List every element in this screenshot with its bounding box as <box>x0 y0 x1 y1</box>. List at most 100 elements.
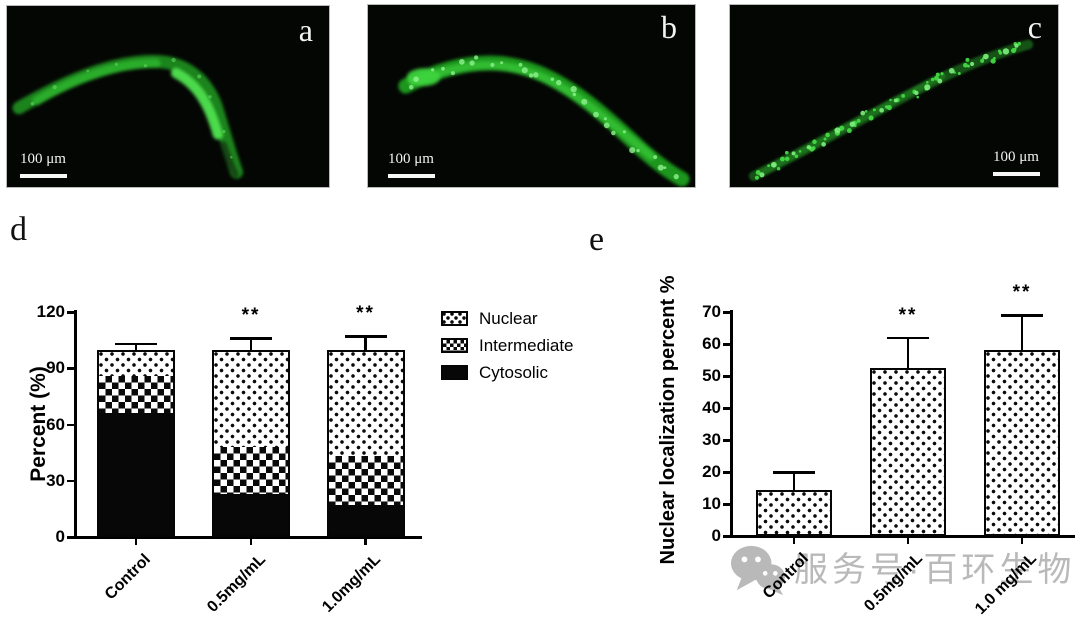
scale-bar: 100 μm <box>20 152 67 178</box>
fluorescence-punctum <box>983 53 989 60</box>
bar-segment-dots <box>984 350 1060 536</box>
y-tick-mark <box>723 375 731 378</box>
fluorescence-punctum <box>940 72 944 76</box>
fluorescence-punctum <box>993 56 996 60</box>
significance-marker: ** <box>1012 282 1032 304</box>
scale-bar-label: 100 μm <box>993 149 1039 165</box>
legend-label: Intermediate <box>479 336 574 355</box>
micrograph-panel-a: a 100 μm <box>6 5 330 188</box>
legend-item: Nuclear <box>441 310 574 327</box>
y-tick-label: 70 <box>702 302 721 321</box>
legend-swatch-dots <box>441 311 468 326</box>
error-bar-cap <box>230 337 272 340</box>
fluorescence-punctum <box>872 108 876 112</box>
fluorescence-punctum <box>653 155 658 160</box>
legend-label: Nuclear <box>479 309 538 328</box>
fluorescence-punctum <box>572 92 577 97</box>
significance-marker: ** <box>356 303 375 325</box>
fluorescence-punctum <box>825 132 830 138</box>
fluorescence-punctum <box>1002 48 1010 55</box>
y-tick-mark <box>723 407 731 410</box>
bar-segment-dots <box>326 349 405 457</box>
y-tick-label: 20 <box>702 462 721 481</box>
fluorescence-punctum <box>663 166 667 170</box>
y-tick-mark <box>723 503 731 506</box>
fluorescence-punctum <box>755 170 761 175</box>
y-tick-label: 30 <box>702 430 721 449</box>
fluorescence-punctum <box>550 77 555 82</box>
error-bar-cap <box>773 471 815 474</box>
panel-label-d: d <box>10 211 27 248</box>
y-tick-label: 90 <box>46 358 65 378</box>
x-category-label: Control <box>101 551 155 604</box>
legend-item: Intermediate <box>441 337 574 354</box>
fluorescence-punctum <box>776 166 781 171</box>
fluorescence-punctum <box>924 84 931 91</box>
fluorescence-punctum <box>997 49 1002 53</box>
fluorescence-punctum <box>798 150 802 153</box>
fluorescence-punctum <box>791 151 796 156</box>
y-tick-mark <box>723 471 731 474</box>
fluorescence-punctum <box>222 129 226 134</box>
fluorescence-punctum <box>490 62 495 67</box>
error-bar-stem <box>906 337 910 368</box>
fluorescence-punctum <box>901 94 906 98</box>
error-bar-stem <box>792 472 796 490</box>
fluorescence-punctum <box>469 60 475 66</box>
fluorescence-punctum <box>868 115 874 121</box>
fluorescence-punctum <box>794 154 799 159</box>
fluorescence-punctum <box>879 108 884 113</box>
fluorescence-punctum <box>518 62 523 67</box>
micrograph-panel-b: b 100 μm <box>367 4 696 188</box>
panel-label: c <box>1027 9 1042 45</box>
error-bar-cap <box>1001 314 1043 317</box>
x-category-label: 0.5mg/mL <box>204 551 270 616</box>
scale-bar-line <box>20 174 67 178</box>
fluorescence-punctum <box>230 156 233 159</box>
fluorescence-punctum <box>811 146 816 151</box>
error-bar-stem <box>249 338 253 350</box>
bar-segment-dots <box>212 349 290 447</box>
scale-bar-label: 100 μm <box>388 151 434 167</box>
y-tick-mark <box>723 439 731 442</box>
error-bar-cap <box>344 335 387 338</box>
fluorescence-punctum <box>593 111 599 118</box>
scale-bar-line <box>993 172 1040 176</box>
fluorescence-punctum <box>413 76 419 83</box>
fluorescence-punctum <box>555 79 562 86</box>
significance-marker: ** <box>241 305 261 327</box>
y-tick-label: 50 <box>702 366 721 385</box>
fluorescence-punctum <box>839 125 845 131</box>
fluorescence-punctum <box>570 85 577 93</box>
bar-segment-checker <box>97 375 175 414</box>
y-tick-label: 30 <box>46 470 65 490</box>
bar-segment-solid <box>212 493 290 537</box>
y-tick-mark <box>67 536 75 539</box>
fluorescence-punctum <box>622 130 626 134</box>
fluorescence-punctum <box>849 121 856 127</box>
fluorescence-punctum <box>930 77 935 82</box>
fluorescence-punctum <box>500 61 504 65</box>
fluorescence-punctum <box>171 57 176 63</box>
scale-bar: 100 μm <box>993 150 1040 176</box>
error-bar-stem <box>134 343 138 350</box>
fluorescence-punctum <box>893 98 898 103</box>
y-axis-line <box>730 310 733 537</box>
fluorescence-punctum <box>636 148 640 153</box>
bar-segment-checker <box>326 456 405 506</box>
legend-swatch-checker <box>441 338 468 353</box>
fluorescence-punctum <box>948 67 955 74</box>
bar-segment-checker <box>212 447 290 494</box>
fluorescence-punctum <box>886 105 892 111</box>
y-tick-mark <box>723 535 731 538</box>
fluorescence-punctum <box>770 161 777 168</box>
fluorescence-punctum <box>784 156 790 162</box>
scale-bar-line <box>388 174 435 178</box>
fluorescence-punctum <box>603 117 607 121</box>
y-tick-label: 120 <box>36 302 65 321</box>
fluorescence-punctum <box>611 130 616 136</box>
y-tick-label: 60 <box>702 334 721 353</box>
fluorescence-micrograph-c <box>748 39 1034 182</box>
scale-bar: 100 μm <box>388 152 435 178</box>
